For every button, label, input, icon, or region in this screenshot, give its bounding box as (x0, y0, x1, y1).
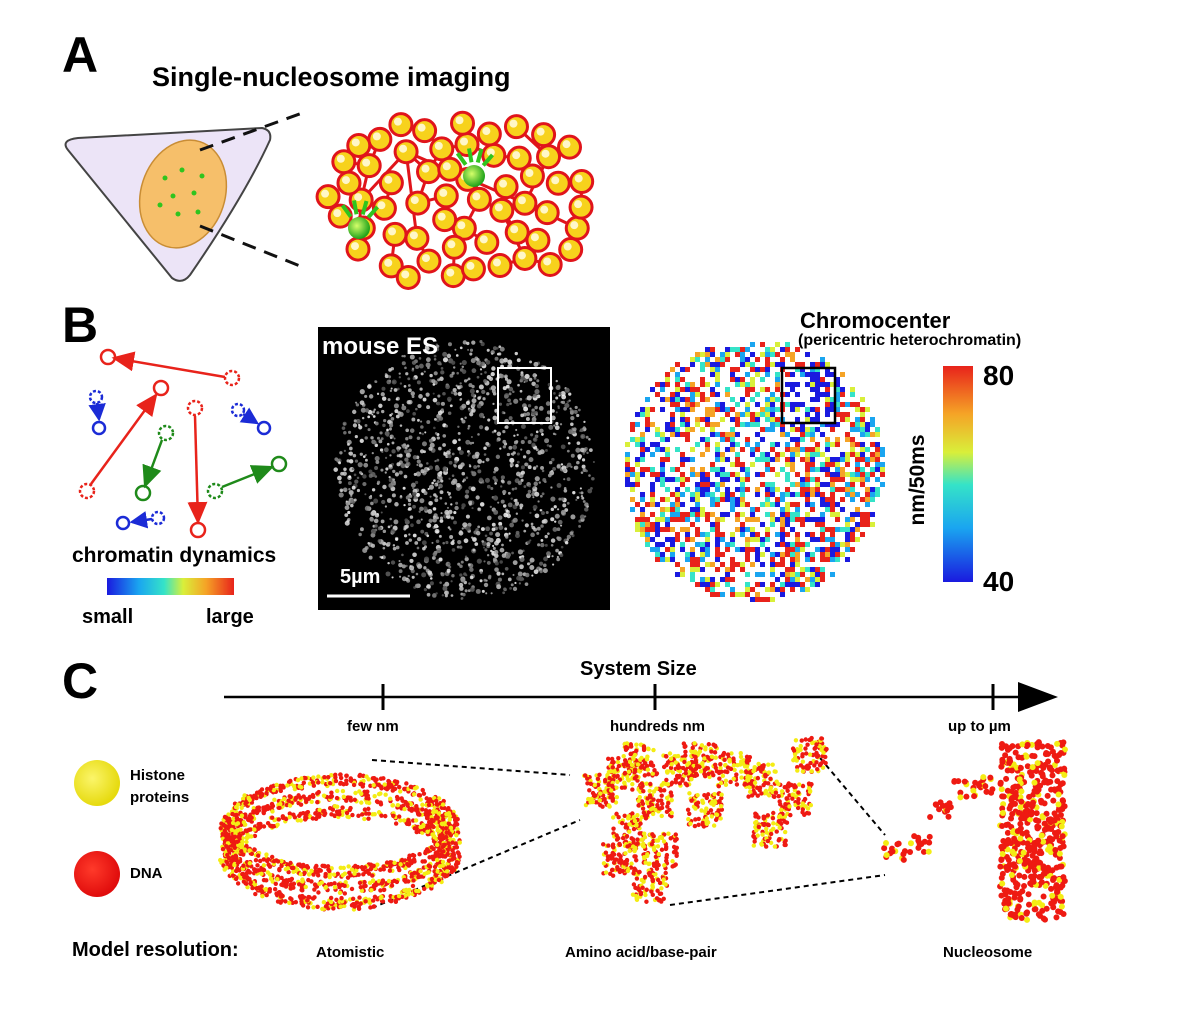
dna-legend-label: DNA (130, 865, 163, 882)
scalebar-label: 5µm (340, 566, 381, 588)
dynamics-label: chromatin dynamics (72, 544, 277, 567)
mobility-heatmap (625, 342, 885, 602)
nucleus-spots (157, 167, 205, 217)
panel-letter-a: A (62, 27, 99, 83)
system-size-title: System Size (580, 658, 697, 680)
colorbar-max: 80 (983, 360, 1015, 391)
tick-label-0: few nm (347, 718, 399, 735)
scale-large-label: large (206, 606, 254, 628)
dna-legend-dot (74, 851, 120, 897)
mouse-es-label: mouse ES (322, 333, 439, 360)
scale-small-label: small (82, 606, 134, 628)
dynamics-color-scale (107, 578, 234, 595)
chromocenter-box-heatmap (780, 366, 837, 425)
zoom-line-top (199, 110, 306, 152)
resolution-nucleosome: Nucleosome (943, 944, 1033, 961)
resolution-atomistic: Atomistic (316, 944, 385, 961)
nucleosome-model (881, 739, 1068, 923)
resolution-amino-acid: Amino acid/base-pair (565, 944, 717, 961)
histone-legend-line2: proteins (130, 789, 190, 806)
colorbar (943, 366, 973, 582)
amino-acid-model (582, 735, 829, 904)
colorbar-min: 40 (983, 566, 1015, 597)
atomistic-model (218, 772, 462, 912)
tracked-nucleosome (348, 217, 370, 239)
nucleosome-fiber (315, 110, 595, 290)
trajectory-arrows (78, 348, 288, 539)
zoom-line-bottom (199, 224, 306, 270)
tracked-nucleosome (463, 165, 485, 187)
histone-legend-line1: Histone (130, 767, 186, 784)
panel-a-title: Single-nucleosome imaging (152, 62, 511, 92)
model-resolution-label: Model resolution: (72, 939, 239, 961)
chromocenter-box-image (497, 367, 552, 424)
panel-letter-b: B (62, 297, 99, 353)
histone-legend-dot (74, 760, 120, 806)
tick-label-2: up to µm (948, 718, 1011, 735)
panel-letter-c: C (62, 653, 99, 709)
tick-label-1: hundreds nm (610, 718, 706, 735)
histone-legend-label: Histone proteins (130, 765, 189, 809)
chromocenter-title: Chromocenter (800, 308, 951, 333)
microscopy-speckles (333, 339, 595, 600)
chromocenter-subtitle: (pericentric heterochromatin) (798, 332, 1022, 349)
nucleus (138, 139, 228, 249)
